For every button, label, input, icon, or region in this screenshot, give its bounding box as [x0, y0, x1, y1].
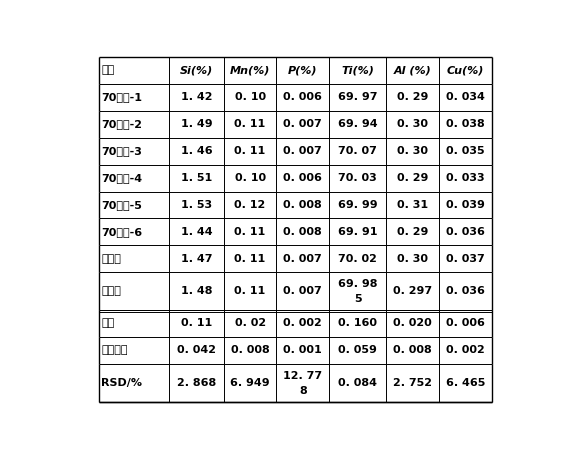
- Text: 0. 11: 0. 11: [234, 119, 266, 129]
- Text: 元素: 元素: [101, 65, 114, 75]
- Text: 1. 48: 1. 48: [181, 286, 213, 296]
- Text: 0. 29: 0. 29: [397, 227, 429, 237]
- Text: 69. 99: 69. 99: [338, 200, 377, 210]
- Text: 69. 98: 69. 98: [338, 279, 377, 289]
- Text: 0. 042: 0. 042: [177, 345, 216, 355]
- Text: 70钓鐵-6: 70钓鐵-6: [101, 227, 143, 237]
- Text: 0. 008: 0. 008: [393, 345, 432, 355]
- Text: 70钓鐵-5: 70钓鐵-5: [101, 200, 142, 210]
- Text: Al (%): Al (%): [394, 65, 431, 75]
- Text: 70. 02: 70. 02: [338, 254, 377, 264]
- Text: 0. 006: 0. 006: [446, 319, 485, 329]
- Text: 0. 037: 0. 037: [446, 254, 484, 264]
- Text: 70钓鐵-3: 70钓鐵-3: [101, 146, 142, 156]
- Text: 0. 008: 0. 008: [283, 200, 322, 210]
- Text: 0. 002: 0. 002: [283, 319, 322, 329]
- Text: 1. 42: 1. 42: [181, 92, 213, 102]
- Text: 0. 11: 0. 11: [234, 286, 266, 296]
- Text: 0. 006: 0. 006: [283, 92, 322, 102]
- Text: 0. 160: 0. 160: [338, 319, 377, 329]
- Text: 标准偏差: 标准偏差: [101, 345, 128, 355]
- Text: 0. 059: 0. 059: [338, 345, 377, 355]
- Text: 0. 034: 0. 034: [446, 92, 485, 102]
- Text: 0. 11: 0. 11: [181, 319, 212, 329]
- Text: 0. 11: 0. 11: [234, 146, 266, 156]
- Text: 0. 10: 0. 10: [234, 92, 266, 102]
- Text: 0. 11: 0. 11: [234, 227, 266, 237]
- Text: 0. 033: 0. 033: [446, 173, 484, 183]
- Text: 0. 297: 0. 297: [393, 286, 432, 296]
- Text: 0. 29: 0. 29: [397, 92, 429, 102]
- Text: 0. 007: 0. 007: [283, 254, 322, 264]
- Text: 70. 03: 70. 03: [338, 173, 377, 183]
- Text: RSD/%: RSD/%: [101, 378, 142, 388]
- Text: 标准値: 标准値: [101, 254, 122, 264]
- Text: 0. 036: 0. 036: [446, 227, 485, 237]
- Text: 6. 949: 6. 949: [230, 378, 270, 388]
- Text: 0. 31: 0. 31: [397, 200, 428, 210]
- Text: 0. 039: 0. 039: [446, 200, 485, 210]
- Text: 0. 12: 0. 12: [234, 200, 266, 210]
- Text: Mn(%): Mn(%): [230, 65, 270, 75]
- Text: 5: 5: [354, 295, 362, 305]
- Text: 0. 10: 0. 10: [234, 173, 266, 183]
- Text: 平均値: 平均値: [101, 286, 122, 296]
- Text: 69. 94: 69. 94: [338, 119, 377, 129]
- Text: 0. 036: 0. 036: [446, 286, 485, 296]
- Text: 70钓鐵-2: 70钓鐵-2: [101, 119, 142, 129]
- Text: 0. 007: 0. 007: [283, 146, 322, 156]
- Text: 0. 30: 0. 30: [397, 146, 428, 156]
- Text: 0. 038: 0. 038: [446, 119, 484, 129]
- Text: 1. 53: 1. 53: [181, 200, 212, 210]
- Text: 0. 035: 0. 035: [446, 146, 484, 156]
- Text: 8: 8: [299, 386, 306, 396]
- Text: 12. 77: 12. 77: [283, 371, 323, 381]
- Text: 70钓鐵-1: 70钓鐵-1: [101, 92, 142, 102]
- Text: 1. 44: 1. 44: [181, 227, 213, 237]
- Text: 70. 07: 70. 07: [338, 146, 377, 156]
- Text: 0. 002: 0. 002: [446, 345, 484, 355]
- Text: 1. 47: 1. 47: [181, 254, 213, 264]
- Text: 0. 30: 0. 30: [397, 119, 428, 129]
- Text: 70钓鐵-4: 70钓鐵-4: [101, 173, 143, 183]
- Text: 0. 020: 0. 020: [393, 319, 432, 329]
- Text: 1. 49: 1. 49: [181, 119, 213, 129]
- Text: 1. 51: 1. 51: [181, 173, 212, 183]
- Text: 69. 91: 69. 91: [338, 227, 377, 237]
- Text: 69. 97: 69. 97: [338, 92, 377, 102]
- Text: 0. 008: 0. 008: [231, 345, 270, 355]
- Text: Cu(%): Cu(%): [446, 65, 484, 75]
- Text: 0. 008: 0. 008: [283, 227, 322, 237]
- Text: 0. 11: 0. 11: [234, 254, 266, 264]
- Text: 1. 46: 1. 46: [181, 146, 213, 156]
- Text: P(%): P(%): [288, 65, 317, 75]
- Text: 2. 868: 2. 868: [177, 378, 216, 388]
- Text: 0. 007: 0. 007: [283, 286, 322, 296]
- Text: 0. 001: 0. 001: [283, 345, 322, 355]
- Text: 0. 29: 0. 29: [397, 173, 429, 183]
- Text: 2. 752: 2. 752: [393, 378, 432, 388]
- Text: 0. 30: 0. 30: [397, 254, 428, 264]
- Text: 0. 02: 0. 02: [234, 319, 266, 329]
- Text: 0. 007: 0. 007: [283, 119, 322, 129]
- Text: 6. 465: 6. 465: [446, 378, 485, 388]
- Text: 极差: 极差: [101, 319, 115, 329]
- Text: 0. 084: 0. 084: [338, 378, 377, 388]
- Text: 0. 006: 0. 006: [283, 173, 322, 183]
- Text: Ti(%): Ti(%): [341, 65, 374, 75]
- Text: Si(%): Si(%): [180, 65, 213, 75]
